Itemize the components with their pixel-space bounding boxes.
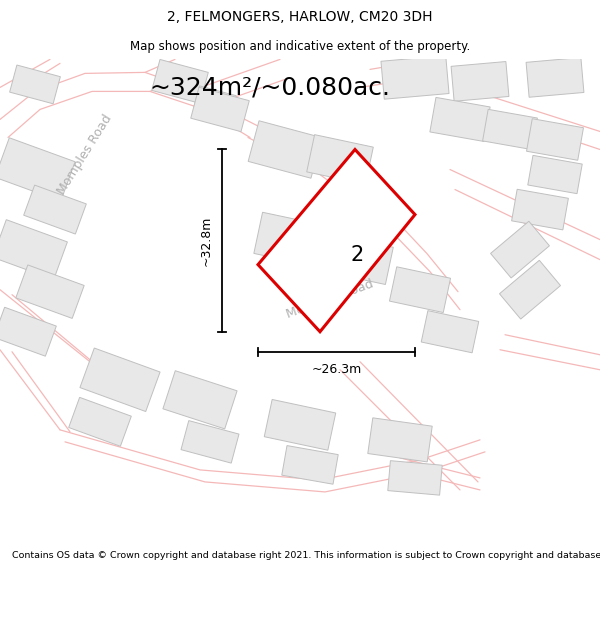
Polygon shape: [0, 138, 75, 201]
Polygon shape: [381, 56, 449, 99]
Polygon shape: [368, 418, 432, 462]
Polygon shape: [421, 311, 479, 352]
Text: Map shows position and indicative extent of the property.: Map shows position and indicative extent…: [130, 40, 470, 52]
Polygon shape: [389, 267, 451, 312]
Polygon shape: [527, 119, 583, 160]
Text: Momples Road: Momples Road: [284, 278, 376, 321]
Polygon shape: [499, 260, 560, 319]
Polygon shape: [526, 58, 584, 98]
Polygon shape: [16, 265, 84, 318]
Text: 2, FELMONGERS, HARLOW, CM20 3DH: 2, FELMONGERS, HARLOW, CM20 3DH: [167, 9, 433, 24]
Polygon shape: [80, 348, 160, 411]
Polygon shape: [282, 446, 338, 484]
Polygon shape: [10, 65, 61, 104]
Polygon shape: [307, 134, 373, 184]
Text: Contains OS data © Crown copyright and database right 2021. This information is : Contains OS data © Crown copyright and d…: [12, 551, 600, 561]
Polygon shape: [194, 86, 236, 117]
Polygon shape: [482, 109, 538, 149]
Polygon shape: [23, 185, 86, 234]
Polygon shape: [0, 219, 67, 279]
Polygon shape: [68, 398, 131, 446]
Polygon shape: [388, 461, 442, 495]
Text: Momples Road: Momples Road: [55, 112, 115, 197]
Polygon shape: [512, 189, 568, 230]
Polygon shape: [258, 149, 415, 332]
Polygon shape: [191, 88, 249, 132]
Polygon shape: [254, 213, 326, 267]
Polygon shape: [0, 308, 56, 356]
Polygon shape: [264, 399, 336, 450]
Polygon shape: [152, 59, 208, 103]
Polygon shape: [248, 121, 322, 178]
Polygon shape: [451, 61, 509, 101]
Polygon shape: [163, 371, 237, 429]
Polygon shape: [327, 235, 393, 284]
Text: ~32.8m: ~32.8m: [199, 216, 212, 266]
Text: ~324m²/~0.080ac.: ~324m²/~0.080ac.: [149, 76, 391, 99]
Text: ~26.3m: ~26.3m: [311, 363, 362, 376]
Polygon shape: [181, 421, 239, 463]
Polygon shape: [491, 221, 550, 278]
Polygon shape: [528, 156, 582, 194]
Polygon shape: [430, 98, 490, 141]
Text: 2: 2: [350, 245, 364, 265]
